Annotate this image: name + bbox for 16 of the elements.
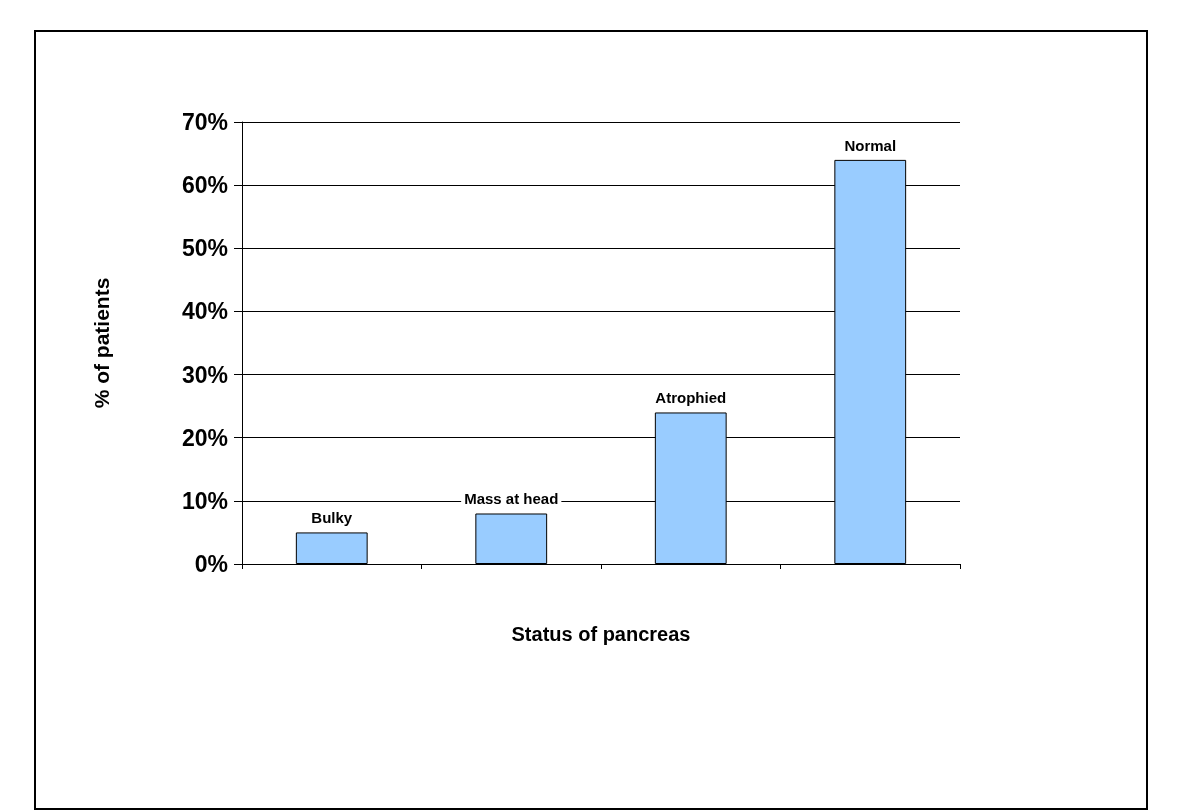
y-axis-title: % of patients xyxy=(90,277,113,409)
y-tick-label: 70% xyxy=(181,109,228,135)
x-tick-label: Bulky xyxy=(311,509,353,527)
x-tick-label: Atrophied xyxy=(655,389,727,407)
y-tick-label: 30% xyxy=(181,361,228,388)
y-tick-label: 10% xyxy=(181,487,228,514)
y-tick-label: 0% xyxy=(194,551,228,577)
x-tick-label: Normal xyxy=(844,136,897,154)
y-tick-label: 50% xyxy=(181,235,228,262)
y-tick-label: 60% xyxy=(181,172,228,199)
y-tick-label: 20% xyxy=(181,424,228,451)
bar xyxy=(475,513,548,564)
x-tick-label: Mass at head xyxy=(464,490,559,508)
x-axis-title: Status of pancreas xyxy=(511,623,691,645)
bar xyxy=(295,532,368,564)
y-tick-label: 40% xyxy=(181,298,228,325)
